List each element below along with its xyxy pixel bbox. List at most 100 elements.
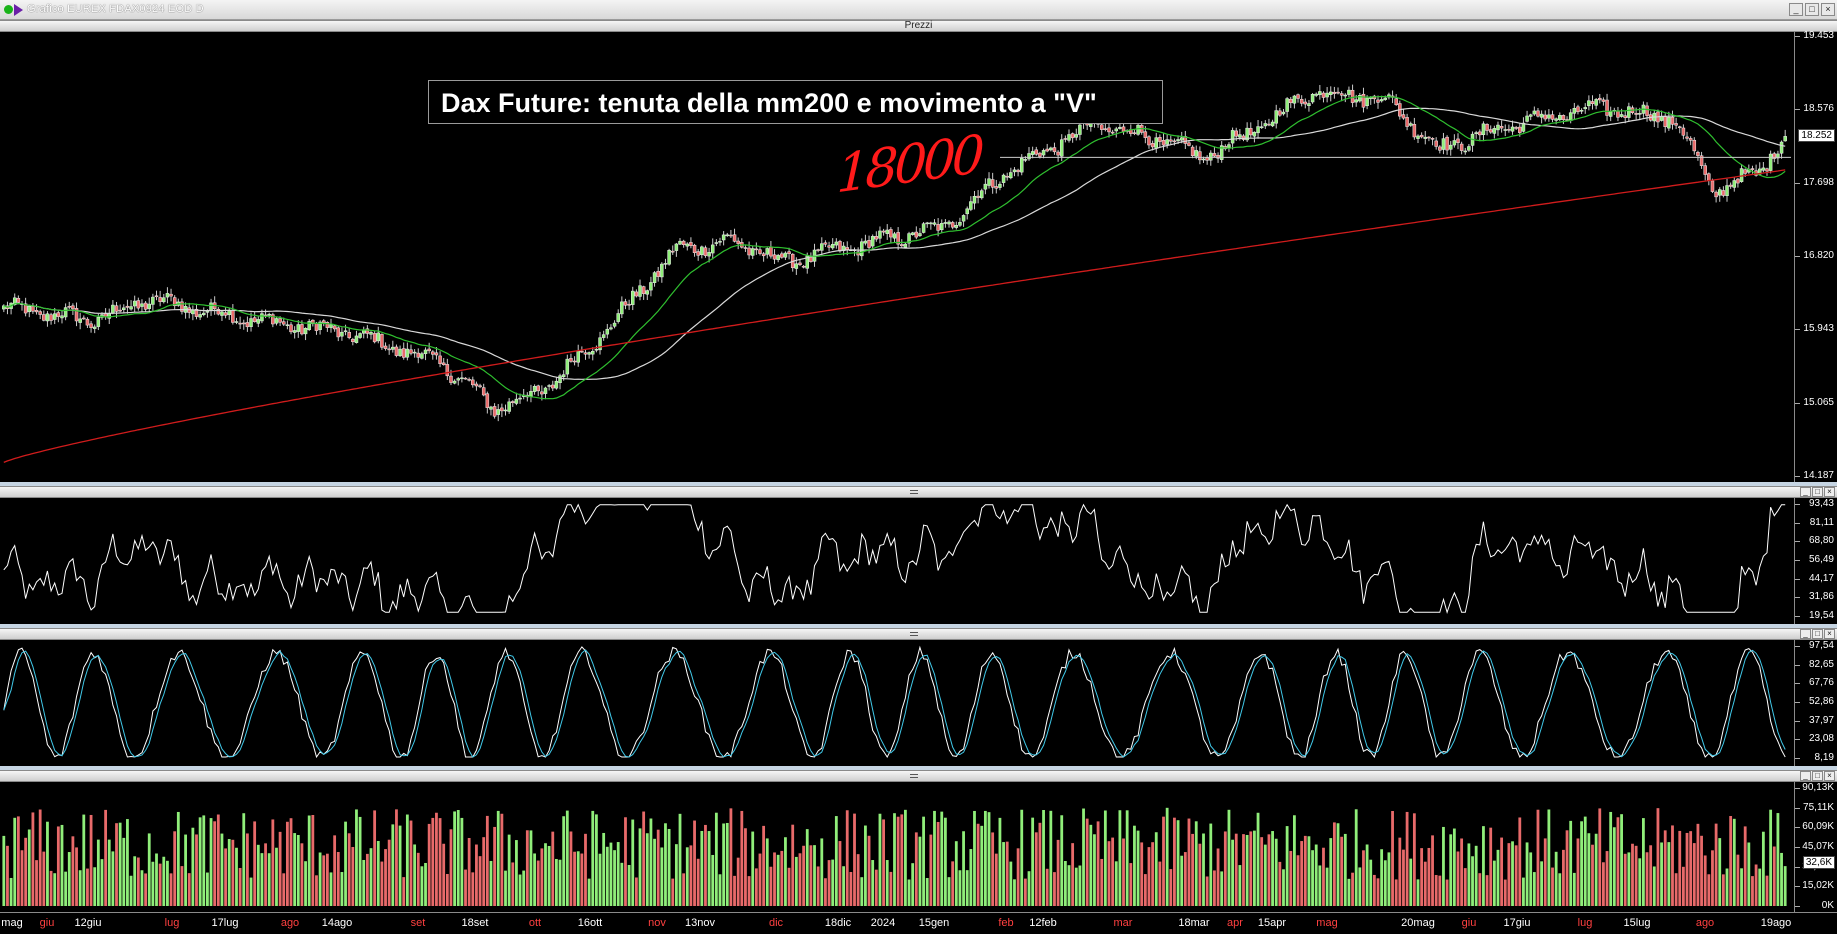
volume-bar: [256, 844, 260, 906]
panel-separator[interactable]: [0, 766, 1837, 770]
candle-body: [1281, 111, 1286, 115]
oscillator2-axis: 97,54 82,65 67,76 52,86 37,97 23,08 8,19: [1794, 640, 1837, 766]
panel-minimize-button[interactable]: _: [1800, 771, 1811, 781]
volume-bar: [358, 816, 362, 906]
candle-body: [725, 234, 730, 237]
volume-bar: [129, 875, 133, 906]
candle-body: [412, 351, 417, 354]
candle-body: [165, 293, 170, 298]
candle-body: [271, 314, 275, 325]
oscillator2-header[interactable]: _ □ ×: [0, 628, 1837, 640]
candle-body: [1438, 146, 1442, 151]
volume-bar: [1445, 879, 1449, 906]
candle-body: [838, 241, 842, 252]
volume-bar: [671, 878, 675, 906]
restore-button[interactable]: □: [1805, 3, 1819, 16]
axis-label: 67,76: [1808, 677, 1834, 689]
volume-bar: [1721, 874, 1725, 906]
volume-bar: [482, 837, 486, 906]
oscillator2-chart[interactable]: [0, 640, 1795, 766]
candle-body: [1525, 115, 1529, 122]
candle-body: [423, 349, 428, 355]
candle-body: [34, 310, 39, 313]
volume-bar: [1103, 810, 1107, 906]
volume-bar: [1736, 854, 1740, 906]
volume-bar: [849, 871, 853, 906]
volume-bar: [53, 873, 57, 906]
candle-body: [1041, 150, 1046, 156]
volume-bar: [1267, 834, 1271, 906]
oscillator1-header[interactable]: _ □ ×: [0, 486, 1837, 498]
candle-body: [343, 330, 348, 332]
candle-body: [929, 222, 933, 225]
candle-body: [543, 387, 548, 394]
candle-body: [1474, 132, 1478, 135]
candle-body: [1307, 103, 1311, 106]
volume-bar: [1489, 827, 1493, 906]
volume-bar: [1485, 875, 1489, 906]
panel-close-button[interactable]: ×: [1824, 629, 1835, 639]
volume-bar: [1576, 838, 1580, 906]
candle-body: [1670, 116, 1675, 125]
candle-body: [205, 311, 210, 313]
axis-tick: [1795, 906, 1800, 907]
volume-bar: [1456, 851, 1460, 906]
volume-bar: [1532, 872, 1536, 906]
axis-tick: [1795, 616, 1800, 617]
panel-minimize-button[interactable]: _: [1800, 629, 1811, 639]
volume-bar: [1711, 850, 1714, 906]
candle-body: [627, 303, 631, 306]
panel-minimize-button[interactable]: _: [1800, 487, 1811, 497]
volume-chart[interactable]: [0, 782, 1795, 912]
volume-bar: [1409, 858, 1413, 906]
volume-bar: [1732, 818, 1736, 906]
price-panel-header[interactable]: Prezzi: [0, 20, 1837, 32]
candle-body: [656, 270, 660, 277]
candle-body: [670, 250, 675, 253]
axis-tick: [1795, 886, 1800, 888]
volume-bar: [696, 858, 700, 906]
candle-body: [1292, 95, 1297, 104]
volume-bar: [1278, 861, 1282, 906]
panel-restore-button[interactable]: □: [1812, 771, 1823, 781]
volume-bar: [1492, 860, 1496, 906]
volume-bar: [813, 845, 816, 906]
candle-body: [874, 236, 879, 240]
volume-bar: [678, 813, 682, 906]
panel-restore-button[interactable]: □: [1812, 629, 1823, 639]
candle-body: [249, 318, 253, 327]
price-chart[interactable]: [0, 32, 1795, 482]
minimize-button[interactable]: _: [1789, 3, 1803, 16]
volume-bar: [605, 846, 609, 906]
volume-bar: [347, 833, 351, 906]
volume-bar: [1176, 820, 1180, 906]
volume-header[interactable]: _ □ ×: [0, 770, 1837, 782]
volume-bar: [511, 862, 515, 906]
close-button[interactable]: ×: [1821, 3, 1835, 16]
panel-separator[interactable]: [0, 624, 1837, 628]
panel-restore-button[interactable]: □: [1812, 487, 1823, 497]
candle-body: [903, 243, 908, 248]
candle-body: [729, 234, 733, 237]
panel-close-button[interactable]: ×: [1824, 487, 1835, 497]
candle-body: [314, 322, 319, 331]
oscillator1-chart[interactable]: [0, 498, 1795, 624]
panel-close-button[interactable]: ×: [1824, 771, 1835, 781]
candle-body: [710, 244, 715, 254]
volume-bar: [1616, 817, 1620, 906]
candle-body: [1445, 136, 1449, 151]
volume-bar: [1198, 843, 1202, 906]
axis-label: 45,07K: [1802, 841, 1834, 852]
candle-body: [736, 240, 740, 244]
volume-bar: [82, 814, 86, 906]
volume-bar: [1093, 834, 1096, 906]
volume-bar: [624, 817, 627, 906]
candle-body: [980, 190, 984, 199]
volume-bar: [507, 834, 511, 906]
candle-body: [783, 252, 788, 258]
volume-bar: [1696, 823, 1700, 906]
candle-body: [594, 348, 599, 351]
axis-tick: [1795, 664, 1800, 666]
panel-separator[interactable]: [0, 482, 1837, 486]
